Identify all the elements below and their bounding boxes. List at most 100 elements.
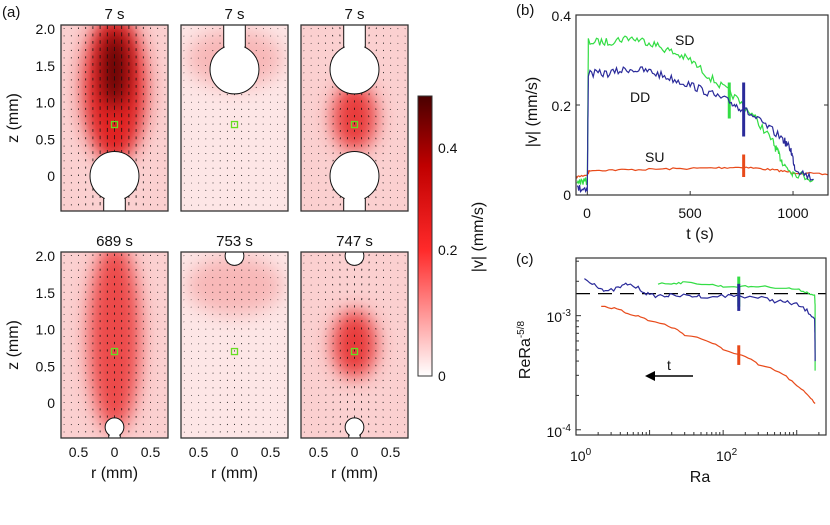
probe-marker: [350, 347, 359, 356]
panel-b-label: (b): [516, 2, 534, 19]
panel-title: 7 s: [104, 6, 124, 23]
x-tick: 0.5: [69, 444, 89, 460]
y-tick: 2.0: [36, 248, 56, 264]
y-tick: 0.2: [552, 98, 572, 114]
probe-marker: [110, 120, 119, 129]
x-tick: 0: [111, 444, 119, 460]
y-axis-label: |v| (mm/s): [524, 77, 541, 148]
series-line-dd: [584, 278, 816, 362]
series-label-sd: SD: [675, 32, 694, 48]
x-tick: 0: [583, 205, 591, 221]
bottom-bubble: [104, 417, 125, 438]
field-panel: 7 s: [300, 6, 409, 212]
neck-fill: [344, 25, 365, 70]
y-tick: 0: [47, 395, 55, 411]
series-line-su: [601, 305, 816, 404]
panel-content: [301, 252, 408, 438]
y-tick: 10-4: [547, 423, 572, 440]
neck-fill: [224, 25, 245, 70]
panel-title: 689 s: [96, 233, 133, 250]
colorbar: [417, 95, 433, 377]
z-axis-label-top: z (mm): [5, 93, 22, 143]
z-axis-label-bottom: z (mm): [5, 320, 22, 370]
top-bubble: [344, 252, 365, 266]
panel-content: [61, 252, 168, 438]
panel-frame: [180, 251, 289, 439]
probe-marker: [350, 120, 359, 129]
panel-content: [181, 252, 288, 438]
bottom-bubble: [329, 151, 380, 211]
field-panel: 689 s0.5 0 0.5r (mm)2.01.51.00.50: [36, 233, 169, 482]
top-bubble: [329, 25, 380, 95]
panel-title: 7 s: [224, 6, 244, 23]
panel-title: 753 s: [216, 233, 253, 250]
panel-title: 747 s: [336, 233, 373, 250]
x-tick: 0.5: [381, 444, 401, 460]
neck-fill: [349, 252, 360, 256]
series-line-dd: [576, 65, 814, 194]
x-tick: 500: [678, 205, 702, 221]
panel-frame: [60, 251, 169, 439]
series-line-sd: [657, 281, 816, 371]
bottom-bubble: [344, 417, 365, 438]
panel-a-label: (a): [2, 4, 20, 21]
x-tick: 0.5: [141, 444, 161, 460]
panel-frame: [180, 24, 289, 212]
top-bubble: [224, 252, 245, 266]
panel-content: [61, 25, 168, 211]
neck-fill: [109, 427, 120, 438]
x-axis-label: r (mm): [331, 465, 378, 482]
field-panel: 7 s: [180, 6, 289, 212]
colorbar-label: |v| (mm/s): [470, 202, 487, 273]
x-axis-label: r (mm): [211, 465, 258, 482]
series-line-su: [575, 166, 829, 179]
neck-fill: [344, 176, 365, 211]
neck-fill: [104, 176, 125, 211]
x-axis-label: r (mm): [91, 465, 138, 482]
panel-content: [181, 25, 288, 211]
y-tick: 0.4: [552, 8, 572, 24]
x-axis-label: t (s): [686, 226, 714, 243]
x-tick: 0.5: [261, 444, 281, 460]
neck-fill: [229, 252, 240, 256]
time-arrow-label: t: [667, 357, 671, 373]
x-tick: 102: [716, 447, 738, 464]
bottom-bubble: [89, 151, 140, 211]
field-panel: 753 s 0.5 0 0.5r (mm): [180, 233, 289, 482]
arrow-head-icon: [645, 371, 655, 381]
y-tick: 0: [47, 168, 55, 184]
field-panel: 747 s 0.5 0 0.5r (mm): [300, 233, 409, 482]
field-panel: 7 s 2.0 1.5 1.0 0.5 0: [36, 6, 169, 212]
y-tick: 1.0: [36, 95, 56, 111]
x-tick: 0.5: [189, 444, 209, 460]
panel-c-label: (c): [516, 251, 534, 268]
panel-content: [301, 25, 408, 211]
y-tick: 2.0: [36, 21, 56, 37]
x-tick: 100: [570, 447, 592, 464]
series-label-dd: DD: [630, 89, 650, 105]
colorbar-tick: 0: [438, 368, 446, 384]
colorbar-tick: 0.2: [438, 242, 458, 258]
panel-frame: [60, 24, 169, 212]
y-tick: 0.5: [36, 358, 56, 374]
speed-vs-time-plot: [575, 14, 829, 196]
probe-marker: [110, 347, 119, 356]
probe-marker: [230, 120, 239, 129]
colorbar-tick: 0.4: [438, 140, 458, 156]
panel-frame: [300, 24, 409, 212]
y-axis-label: ReRa-5/8: [516, 320, 534, 379]
series-label-su: SU: [645, 149, 664, 165]
x-axis-label: Ra: [690, 469, 711, 486]
panel-title: 7 s: [344, 6, 364, 23]
x-tick: 0: [351, 444, 359, 460]
reynolds-vs-rayleigh-plot: [575, 260, 826, 436]
series-line-sd: [576, 35, 815, 186]
y-tick: 1.5: [36, 58, 56, 74]
plot-c-frame: [575, 257, 827, 436]
panel-frame: [300, 251, 409, 439]
y-tick: 1.0: [36, 322, 56, 338]
x-tick: 0: [231, 444, 239, 460]
probe-marker: [230, 347, 239, 356]
x-tick: 0.5: [309, 444, 329, 460]
